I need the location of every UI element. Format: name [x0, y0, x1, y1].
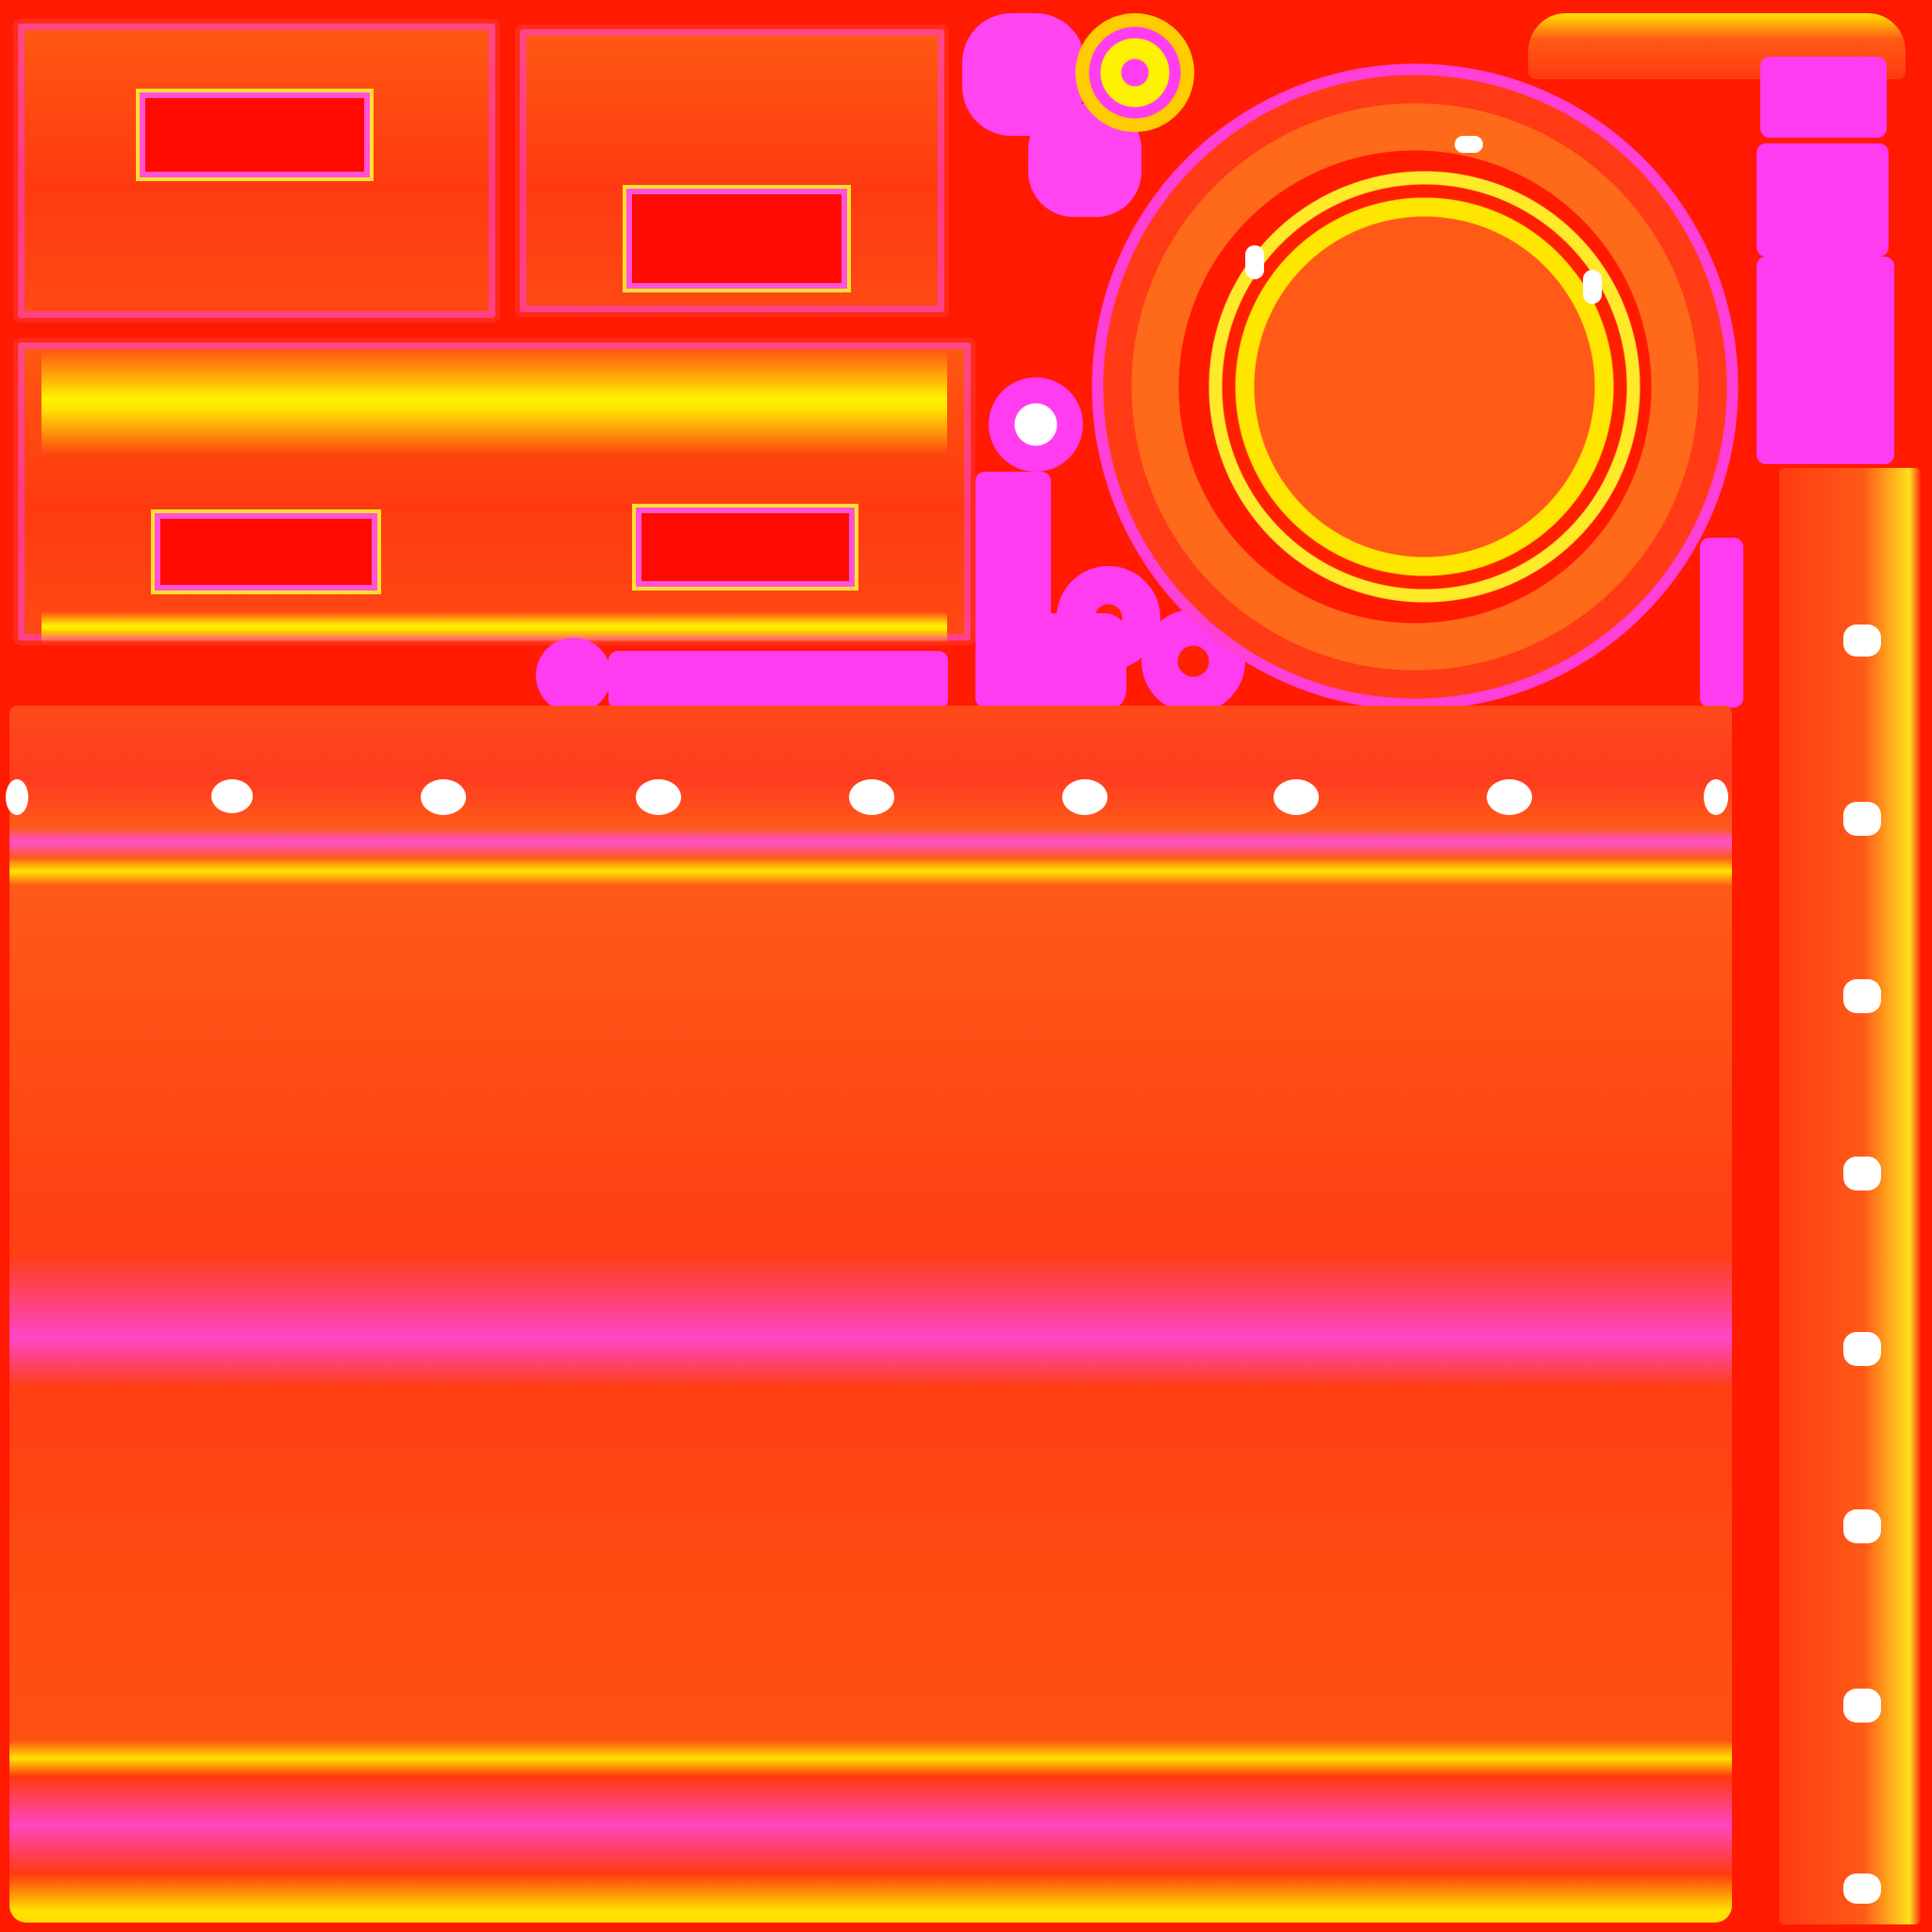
porthole-inner-ring	[1208, 170, 1641, 604]
rivet-hole	[1274, 779, 1319, 815]
rivet-hole	[849, 779, 894, 815]
rivet-hole	[421, 779, 466, 815]
porthole	[1085, 57, 1745, 717]
rail-slot	[1843, 979, 1881, 1013]
rail-slot	[1843, 625, 1881, 657]
rivet-hole	[211, 779, 253, 813]
rivet-hole	[6, 779, 28, 815]
porthole-highlight	[1245, 245, 1264, 279]
rivet-hole	[1062, 779, 1108, 815]
magenta-bar-small	[1700, 538, 1743, 708]
magenta-block-low	[1757, 257, 1894, 464]
window-cutout	[632, 194, 841, 283]
magenta-hexnut	[1028, 613, 1126, 711]
rivet-hole	[1487, 779, 1532, 815]
magenta-cap	[536, 638, 611, 713]
rail-slot	[1843, 1509, 1881, 1543]
porthole-highlight	[1583, 270, 1602, 304]
rivet-hole	[636, 779, 681, 815]
rail-slot	[1843, 1332, 1881, 1366]
rail-slot	[1843, 1874, 1881, 1904]
window-cutout	[641, 513, 849, 581]
yellow-knob	[1075, 13, 1194, 132]
uv-island-middle-wide	[13, 338, 975, 645]
magenta-block-top	[1760, 57, 1887, 138]
rail-slot	[1843, 1689, 1881, 1723]
window-cutout	[160, 519, 372, 585]
magenta-ring	[989, 377, 1083, 472]
yellow-bottom-edge	[42, 611, 947, 643]
uv-island-top-left	[13, 19, 500, 323]
magenta-strip	[608, 651, 948, 709]
porthole-highlight	[1455, 136, 1483, 153]
yellow-highlight-band	[42, 351, 947, 455]
uv-island-top-middle	[515, 25, 949, 317]
rivet-hole	[1704, 779, 1728, 815]
window-cutout	[145, 98, 364, 172]
rail-slot	[1843, 1157, 1881, 1191]
hull-panel	[6, 706, 1732, 1923]
magenta-block-mid	[1757, 143, 1889, 257]
rail-slot	[1843, 802, 1881, 836]
side-rail	[1779, 468, 1921, 1924]
